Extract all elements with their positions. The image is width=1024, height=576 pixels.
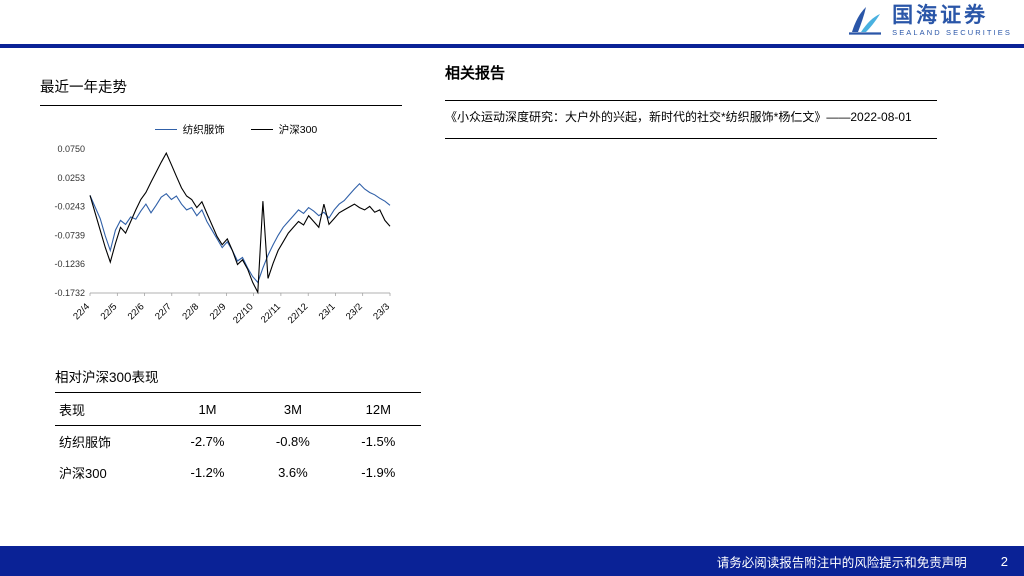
page-number: 2 bbox=[1000, 553, 1008, 569]
chart-legend: 纺织服饰 沪深300 bbox=[70, 122, 402, 137]
col-header-12m: 12M bbox=[365, 402, 391, 417]
svg-text:22/5: 22/5 bbox=[99, 301, 120, 322]
trend-section-title: 最近一年走势 bbox=[40, 76, 402, 106]
svg-text:0.0253: 0.0253 bbox=[57, 173, 85, 183]
svg-text:22/9: 22/9 bbox=[208, 301, 229, 322]
legend-item-csi300: 沪深300 bbox=[250, 122, 318, 137]
row-label-csi300: 沪深300 bbox=[59, 466, 107, 481]
svg-text:22/10: 22/10 bbox=[231, 301, 256, 326]
trend-line-chart: 0.0750 0.0253 -0.0243 -0.0739 -0.1236 -0.1732… bbox=[54, 144, 392, 326]
svg-text:23/2: 23/2 bbox=[344, 301, 365, 322]
related-reports-title: 相关报告 bbox=[445, 62, 937, 101]
header-divider bbox=[0, 44, 1024, 48]
col-header-3m: 3M bbox=[283, 402, 302, 417]
csi300-1m: -1.2% bbox=[190, 465, 225, 480]
col-header-1m: 1M bbox=[198, 402, 217, 417]
sealand-logo-icon bbox=[849, 7, 882, 35]
logo-name-cn: 国海证券 bbox=[892, 4, 989, 28]
textile-1m: -2.7% bbox=[190, 434, 225, 449]
logo-name-en: SEALAND SECURITIES bbox=[892, 28, 1012, 38]
svg-text:-0.1236: -0.1236 bbox=[54, 259, 85, 269]
trend-section: 最近一年走势 纺织服饰 沪深300 0.0750 0.0253 -0.0243 -0.… bbox=[40, 76, 421, 488]
logo-text: 国海证券 SEALAND SECURITIES bbox=[892, 4, 1012, 38]
sealand-logo: 国海证券 SEALAND SECURITIES bbox=[845, 4, 1012, 38]
legend-label-csi300: 沪深300 bbox=[278, 124, 318, 136]
svg-text:22/12: 22/12 bbox=[286, 301, 311, 326]
related-reports-section: 相关报告 《小众运动深度研究：大户外的兴起，新时代的社交*纺织服饰*杨仁文》——… bbox=[445, 62, 937, 139]
csi300-12m: -1.9% bbox=[361, 465, 396, 480]
footer-disclaimer: 请务必阅读报告附注中的风险提示和免责声明 bbox=[716, 555, 967, 570]
svg-text:0.0750: 0.0750 bbox=[57, 144, 85, 154]
csi300-3m: 3.6% bbox=[278, 465, 308, 480]
textile-3m: -0.8% bbox=[275, 434, 310, 449]
svg-text:23/3: 23/3 bbox=[371, 301, 392, 322]
table-header-row: 表现 1M 3M 12M bbox=[55, 394, 421, 426]
footer-bar: 请务必阅读报告附注中的风险提示和免责声明 2 bbox=[0, 546, 1024, 576]
header: 国海证券 SEALAND SECURITIES bbox=[0, 0, 1024, 44]
svg-text:-0.0243: -0.0243 bbox=[54, 202, 85, 212]
svg-text:23/1: 23/1 bbox=[317, 301, 338, 322]
row-label-textile: 纺织服饰 bbox=[59, 435, 112, 450]
svg-text:22/8: 22/8 bbox=[180, 301, 201, 322]
svg-text:22/4: 22/4 bbox=[71, 301, 92, 322]
svg-text:-0.1732: -0.1732 bbox=[54, 288, 85, 298]
textile-12m: -1.5% bbox=[361, 434, 396, 449]
legend-line-blue-icon bbox=[154, 129, 177, 130]
svg-text:22/11: 22/11 bbox=[259, 301, 283, 325]
performance-table: 表现 1M 3M 12M 纺织服饰 -2.7% -0.8% -1.5% 沪深30… bbox=[55, 394, 421, 488]
legend-item-textile: 纺织服饰 bbox=[154, 122, 225, 137]
relative-performance-title: 相对沪深300表现 bbox=[55, 366, 421, 393]
table-row: 纺织服饰 -2.7% -0.8% -1.5% bbox=[55, 426, 421, 458]
legend-label-textile: 纺织服饰 bbox=[182, 124, 225, 136]
svg-text:22/7: 22/7 bbox=[153, 301, 174, 322]
svg-text:-0.0739: -0.0739 bbox=[54, 230, 85, 240]
report-list-item[interactable]: 《小众运动深度研究：大户外的兴起，新时代的社交*纺织服饰*杨仁文》——2022-… bbox=[445, 101, 937, 139]
svg-text:22/6: 22/6 bbox=[126, 301, 147, 322]
table-row: 沪深300 -1.2% 3.6% -1.9% bbox=[55, 457, 421, 488]
relative-performance-section: 相对沪深300表现 表现 1M 3M 12M 纺织服饰 -2.7% -0.8% bbox=[55, 366, 421, 488]
col-header-metric: 表现 bbox=[59, 403, 86, 418]
trend-chart-container: 0.0750 0.0253 -0.0243 -0.0739 -0.1236 -0.1732… bbox=[40, 139, 402, 344]
legend-line-black-icon bbox=[250, 129, 273, 130]
